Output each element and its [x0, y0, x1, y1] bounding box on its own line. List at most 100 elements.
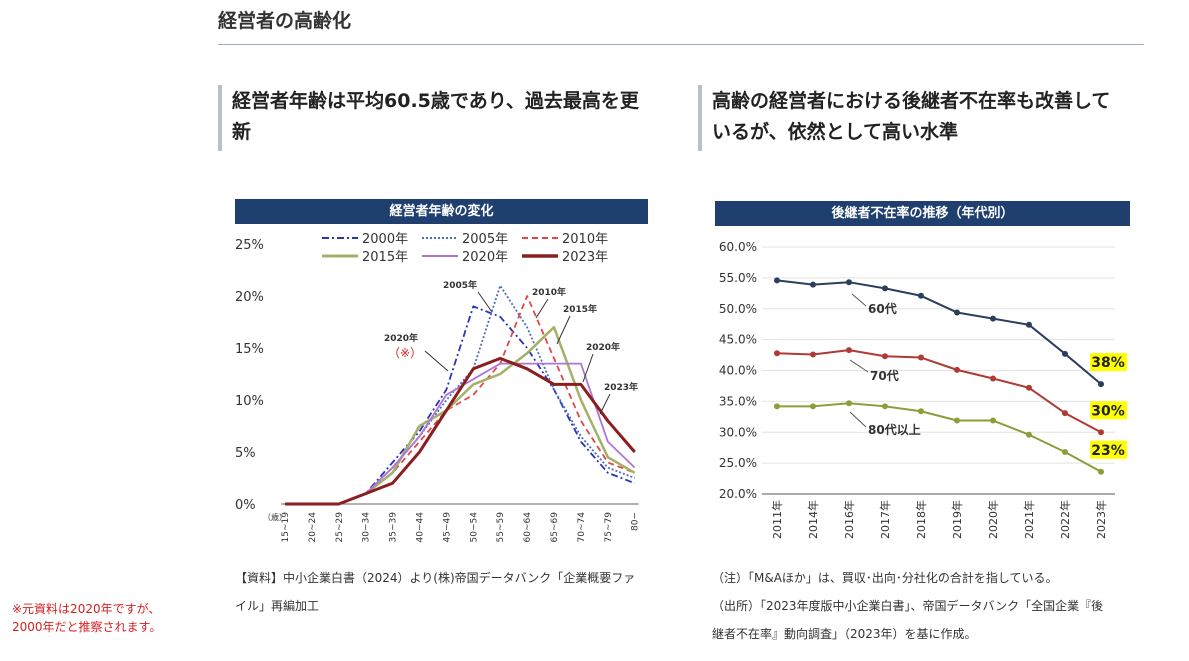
- y-tick-label: 5%: [235, 446, 256, 461]
- annotation-leader: [424, 350, 449, 372]
- annotation-label: 2020年: [586, 341, 620, 353]
- series-label-leader: [849, 359, 869, 373]
- x-tick-label: 2017年: [878, 500, 892, 539]
- data-point: [954, 417, 960, 424]
- data-point: [918, 354, 924, 361]
- series-line: [285, 295, 636, 505]
- x-tick-label: 2021年: [1022, 500, 1036, 539]
- left-heading-line-2: 新: [232, 121, 252, 143]
- annotation-leader: [582, 353, 594, 383]
- series-label-leader: [851, 293, 867, 307]
- legend-label: 2023年: [562, 250, 608, 265]
- x-tick-label: 70~74: [577, 512, 587, 543]
- legend-label: 2010年: [562, 232, 608, 247]
- x-tick-label: 80~: [631, 512, 641, 531]
- left-heading-line-1: 経営者年齢は平均60.5歳であり、過去最高を更: [232, 90, 639, 112]
- y-tick-label: 50.0%: [719, 302, 757, 316]
- series-name-label: 60代: [868, 301, 897, 316]
- right-heading-line-2: いるが、依然として高い水準: [712, 121, 959, 143]
- data-point: [918, 408, 924, 415]
- right-heading: 高齢の経営者における後継者不在率も改善して いるが、依然として高い水準: [712, 86, 1162, 148]
- data-point: [882, 285, 888, 292]
- successor-absence-chart: 20.0% 25.0% 30.0% 35.0% 40.0% 45.0% 50.0% 55.0%…: [719, 240, 1127, 539]
- legend-label: 2020年: [462, 250, 508, 265]
- annotation-label: 2020年: [384, 332, 418, 344]
- series-line: [285, 356, 636, 506]
- right-note-line-1: （注）「M&Aほか」は、買収･出向･分社化の合計を指している。: [712, 571, 1058, 585]
- legend-label: 2015年: [362, 250, 408, 265]
- side-note: ※元資料は2020年ですが、 2000年だと推察されます。: [12, 600, 222, 636]
- right-chart-title: 後継者不在率の推移（年代別）: [715, 201, 1130, 226]
- data-point: [846, 347, 852, 354]
- data-point: [810, 403, 816, 410]
- left-source-line-1: 【資料】中小企業白書（2024）より(株)帝国データバンク「企業概要ファ: [235, 571, 636, 585]
- left-source-line-2: イル」再編加工: [235, 599, 320, 613]
- annotation-note-mark: （※）: [388, 346, 422, 360]
- series-label-leader: [849, 411, 867, 428]
- y-tick-label: 15%: [235, 342, 264, 357]
- x-tick-label: 30~34: [362, 512, 372, 543]
- y-tick-label: 35.0%: [719, 394, 757, 408]
- data-point: [1098, 429, 1104, 436]
- series-line: [777, 402, 1102, 473]
- data-point: [954, 366, 960, 373]
- x-tick-label: 75~79: [604, 512, 614, 543]
- data-point: [810, 281, 816, 288]
- left-chart-title: 経営者年齢の変化: [235, 199, 648, 224]
- y-tick-label: 25%: [235, 238, 264, 253]
- y-tick-label: 20%: [235, 290, 264, 305]
- x-tick-label: 2022年: [1058, 500, 1072, 539]
- end-label-highlight: [1090, 353, 1127, 372]
- data-point: [918, 292, 924, 299]
- legend-label: 2005年: [462, 232, 508, 247]
- data-point: [846, 400, 852, 407]
- y-tick-label: 0%: [235, 498, 256, 513]
- x-tick-label: 2016年: [842, 500, 856, 539]
- x-tick-label: 50~54: [469, 512, 479, 543]
- age-distribution-chart: 0% 5% 10% 15% 20% 25% （歳）15~19 20~24 25~29 30~34 3…: [235, 232, 641, 543]
- data-point: [774, 350, 780, 357]
- data-point: [774, 277, 780, 284]
- left-source-note: 【資料】中小企業白書（2024）より(株)帝国データバンク「企業概要ファ イル」…: [235, 564, 685, 620]
- data-point: [846, 279, 852, 286]
- data-point: [990, 315, 996, 322]
- annotation-label: 2023年: [604, 381, 638, 393]
- y-tick-label: 40.0%: [719, 364, 757, 378]
- x-tick-label: 20~24: [308, 512, 318, 543]
- end-value-label: 30%: [1091, 403, 1125, 419]
- data-point: [1098, 381, 1104, 388]
- right-heading-line-1: 高齢の経営者における後継者不在率も改善して: [712, 90, 1111, 112]
- x-tick-label: 65~69: [550, 512, 560, 543]
- series-line: [285, 305, 636, 505]
- x-tick-label: 2023年: [1094, 500, 1108, 539]
- data-point: [810, 351, 816, 358]
- page-title: 経営者の高齢化: [218, 10, 352, 32]
- x-tick-label: 35~39: [389, 512, 399, 543]
- data-point: [1098, 468, 1104, 475]
- data-point: [1062, 449, 1068, 456]
- data-point: [1026, 321, 1032, 328]
- right-source-note: （注）「M&Aほか」は、買収･出向･分社化の合計を指している。 （出所）「202…: [712, 564, 1172, 648]
- annotation-leader: [477, 291, 493, 313]
- left-heading-bar: [218, 85, 222, 151]
- annotation-label: 2010年: [532, 286, 566, 298]
- annotation-label: 2005年: [443, 279, 477, 291]
- data-point: [882, 403, 888, 410]
- y-tick-label: 55.0%: [719, 271, 757, 285]
- y-tick-label: 10%: [235, 394, 264, 409]
- y-tick-label: 20.0%: [719, 487, 757, 501]
- y-tick-label: 45.0%: [719, 333, 757, 347]
- x-tick-label: 25~29: [335, 512, 345, 543]
- annotation-label: 2015年: [563, 303, 597, 315]
- data-point: [990, 417, 996, 424]
- end-value-label: 38%: [1091, 355, 1125, 371]
- x-tick-label: 2014年: [806, 500, 820, 539]
- end-value-label: 23%: [1091, 443, 1125, 459]
- x-tick-label: 40~44: [416, 512, 426, 543]
- y-tick-label: 60.0%: [719, 240, 757, 254]
- data-point: [990, 375, 996, 382]
- series-line: [776, 349, 1102, 434]
- side-note-line-1: ※元資料は2020年ですが、: [12, 602, 161, 616]
- data-point: [1062, 350, 1068, 357]
- x-tick-label: 55~59: [496, 512, 506, 543]
